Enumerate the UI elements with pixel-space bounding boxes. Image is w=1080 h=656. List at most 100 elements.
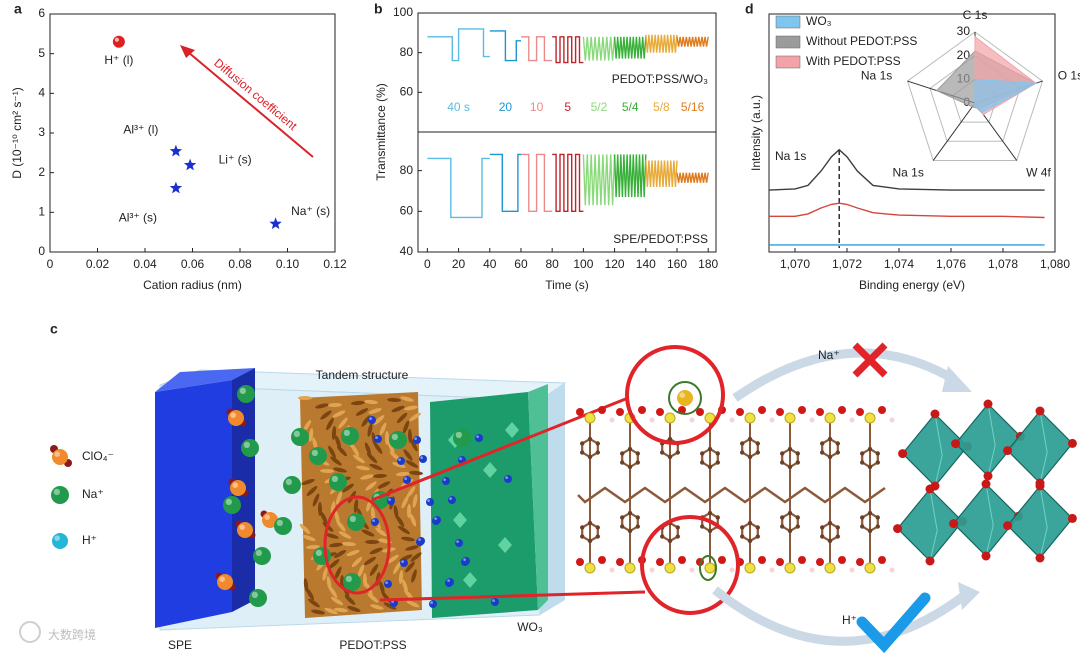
pedot-fiber [346, 549, 360, 557]
series-line [582, 36, 616, 61]
x-tick-label: 0.10 [276, 257, 300, 271]
series-line [613, 36, 647, 59]
pedot-fiber [368, 408, 382, 414]
atom-oxygen [656, 558, 664, 566]
proton [384, 580, 392, 588]
x-tick-label: 0 [424, 257, 431, 271]
pedot-fiber [361, 415, 371, 427]
pedot-fiber [400, 396, 414, 402]
sodium-ion-shine [239, 387, 247, 394]
proton-shine [449, 497, 452, 500]
proton [397, 457, 405, 465]
pedot-fiber [406, 504, 412, 518]
y-tick-label: 1 [38, 205, 45, 219]
atom-carbon [860, 460, 865, 465]
atom-oxygen [1003, 446, 1013, 456]
proton-shine [430, 601, 433, 604]
atom-oxygen [1035, 553, 1045, 563]
atom-carbon [660, 534, 665, 539]
pedot-fiber [409, 470, 423, 476]
series-label: 20 [499, 100, 513, 114]
atom-carbon [867, 446, 873, 452]
atom-oxygen [856, 558, 864, 566]
atom-carbon [707, 510, 713, 516]
series-line [768, 148, 1045, 191]
layer-label: SPE [168, 638, 192, 652]
trend-arrow [187, 51, 314, 158]
atom-carbon [827, 538, 833, 544]
atom-carbon [780, 451, 785, 456]
pedot-fiber [409, 412, 421, 422]
pedot-fiber [395, 515, 405, 527]
y-tick-label: 80 [400, 45, 414, 59]
sodium-ion-shine [225, 498, 233, 505]
pedot-fiber [298, 396, 312, 400]
proton [455, 539, 463, 547]
radar-grid [906, 31, 1044, 161]
magnify-bottom [640, 515, 740, 615]
series-line [552, 153, 584, 212]
point-label: Na⁺ (s) [291, 204, 330, 218]
pedot-fiber [387, 440, 395, 454]
atom-carbon [700, 460, 705, 465]
atom-oxygen [1035, 406, 1045, 416]
atom-sulfur [664, 412, 676, 424]
atom-carbon [627, 510, 633, 516]
proton-shine [388, 498, 391, 501]
pedot-fiber [357, 564, 365, 578]
atom-sulfur [824, 562, 836, 574]
octahedron-edge [929, 488, 938, 562]
radar-spoke [932, 102, 976, 161]
radar-axis-label: Na 1s [861, 68, 892, 82]
legend-proton-shine [54, 535, 60, 541]
pedot-fiber [303, 578, 309, 592]
atom-hydrogen [609, 417, 615, 423]
pedot-fiber [315, 403, 329, 409]
series-label: 5 [564, 100, 571, 114]
atom-oxygen [878, 556, 886, 564]
proton [426, 498, 434, 506]
pedot-fiber [306, 544, 320, 550]
atom-oxygen [930, 409, 940, 419]
perchlorate [230, 480, 246, 496]
atom-carbon [740, 525, 745, 530]
atom-carbon [820, 534, 825, 539]
pathway-arc [732, 348, 958, 402]
legend-label: With PEDOT:PSS [806, 54, 901, 68]
atom-carbon [867, 510, 873, 516]
atom-hydrogen [689, 567, 695, 573]
atom-carbon [835, 450, 840, 455]
pedot-fiber [389, 451, 401, 461]
octahedron-edge [934, 413, 943, 487]
legend-label: WO₃ [806, 14, 832, 28]
legend-sodium-shine [53, 488, 60, 495]
y-tick-label: 3 [38, 125, 45, 139]
proton-shine [420, 456, 423, 459]
proton [433, 516, 441, 524]
sodium-ion-shine [349, 515, 356, 522]
octahedron-edge [985, 483, 994, 557]
proton [446, 578, 454, 586]
atom-carbon [875, 460, 880, 465]
atom-oxygen [678, 556, 686, 564]
series-label: 10 [530, 100, 544, 114]
pedot-fiber [364, 556, 376, 566]
proton-shine [418, 538, 421, 541]
atom-oxygen [576, 558, 584, 566]
atom-oxygen [951, 439, 961, 449]
pedot-fiber [317, 502, 323, 516]
sodium-ion-shine [255, 549, 262, 556]
proton-shine [434, 517, 437, 520]
pedot-fiber [365, 481, 377, 491]
x-tick-label: 1,076 [936, 257, 966, 271]
y-tick-label: 100 [393, 5, 413, 19]
atom-oxygen [576, 408, 584, 416]
point [269, 217, 282, 230]
series-label: 40 s [447, 100, 470, 114]
atom-carbon [755, 441, 760, 446]
series-line [521, 36, 553, 62]
proton [387, 497, 395, 505]
atom-oxygen [925, 556, 935, 566]
atom-oxygen [776, 408, 784, 416]
